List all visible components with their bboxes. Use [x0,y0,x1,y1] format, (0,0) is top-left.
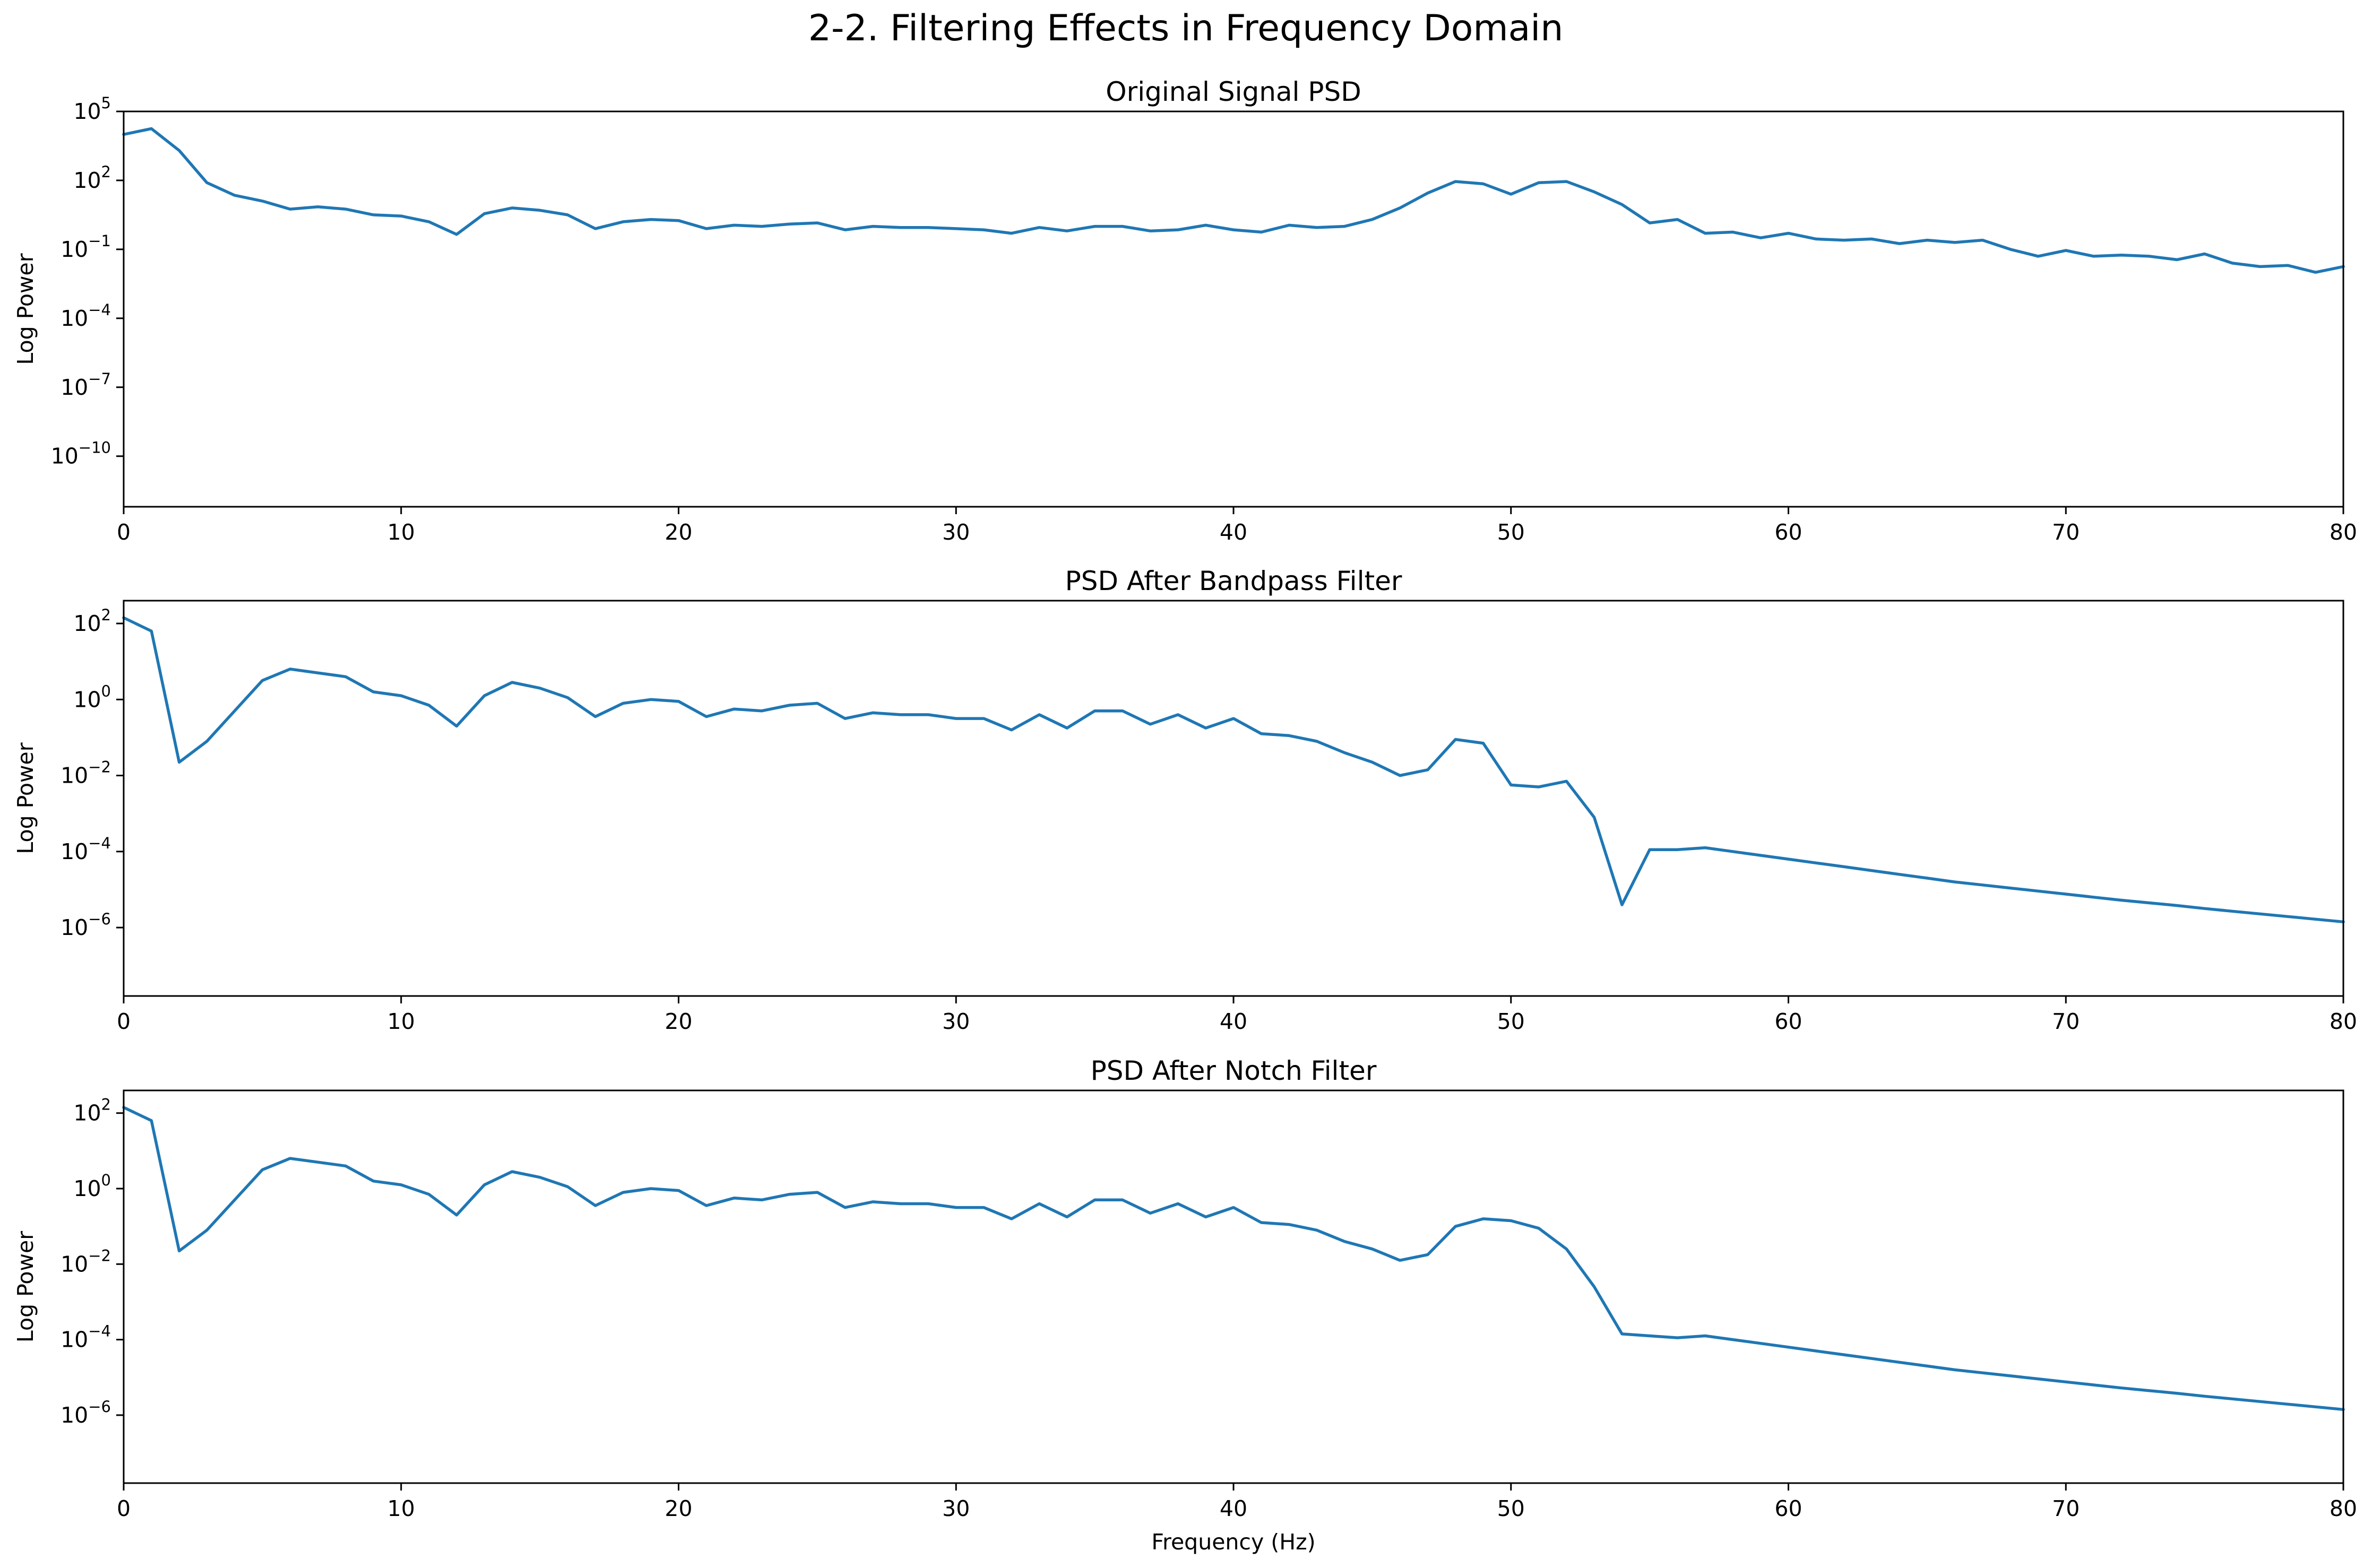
y-tick-label: 10−4 [61,1322,111,1353]
x-axis-label: Frequency (Hz) [1151,1529,1315,1555]
x-tick-label: 60 [1774,1009,1802,1034]
x-tick-label: 30 [942,1009,970,1034]
y-tick-label: 105 [73,94,111,124]
figure-title: 2-2. Filtering Effects in Frequency Doma… [808,7,1564,49]
x-tick-label: 20 [665,1496,692,1521]
x-tick-label: 0 [117,1496,131,1521]
axes-frame [123,110,2344,508]
x-tick-label: 10 [387,1009,415,1034]
axes-frame [123,1089,2344,1484]
y-tick-exponent: 2 [101,1096,111,1114]
subplot-3: PSD After Notch Filter Log Power Frequency… [13,1055,2357,1555]
x-tick-label: 40 [1220,1496,1247,1521]
x-tick-label: 30 [942,1496,970,1521]
y-tick-label: 100 [73,682,111,712]
y-axis-label: Log Power [13,742,38,854]
x-tick-label: 60 [1774,519,1802,545]
y-tick-exponent: 5 [101,94,111,112]
y-tick-label: 102 [73,1096,111,1126]
y-tick-label: 102 [73,606,111,636]
y-axis-label: Log Power [13,1231,38,1342]
y-tick-exponent: −7 [88,370,111,388]
subplot-title: PSD After Bandpass Filter [1065,566,1402,596]
y-tick-exponent: −6 [88,910,111,928]
y-tick-exponent: −4 [88,301,111,319]
x-tick-label: 70 [2052,1009,2080,1034]
y-tick-base: 10 [51,444,79,469]
y-tick-base: 10 [73,1101,101,1126]
x-tick-label: 40 [1220,519,1247,545]
y-tick-base: 10 [73,99,101,124]
psd-series-line [122,1106,2345,1411]
y-tick-exponent: 0 [101,1171,111,1189]
y-tick-base: 10 [61,1251,88,1277]
y-tick-base: 10 [73,1176,101,1201]
x-tick-label: 0 [117,519,131,545]
y-tick-base: 10 [61,1327,88,1353]
y-tick-exponent: 2 [101,606,111,624]
y-tick-label: 10−2 [61,1246,111,1277]
y-tick-base: 10 [73,168,101,193]
y-tick-base: 10 [61,839,88,864]
y-tick-base: 10 [73,611,101,636]
y-tick-exponent: −2 [88,758,111,776]
y-tick-label: 10−1 [61,232,111,262]
y-tick-label: 10−6 [61,910,111,940]
y-tick-label: 102 [73,163,111,193]
y-tick-base: 10 [61,237,88,262]
x-tick-label: 0 [117,1009,131,1034]
psd-series-line [122,127,2345,274]
psd-series-line [122,616,2345,924]
x-tick-label: 40 [1220,1009,1247,1034]
y-tick-exponent: −6 [88,1398,111,1416]
y-tick-base: 10 [61,306,88,331]
x-tick-label: 50 [1497,1009,1525,1034]
x-tick-label: 50 [1497,1496,1525,1521]
y-tick-label: 10−6 [61,1398,111,1428]
x-tick-label: 20 [665,519,692,545]
y-tick-exponent: 2 [101,163,111,181]
y-tick-label: 10−7 [61,370,111,400]
x-tick-label: 30 [942,519,970,545]
y-tick-exponent: −10 [79,439,111,457]
x-tick-label: 10 [387,1496,415,1521]
x-tick-label: 70 [2052,1496,2080,1521]
x-tick-label: 60 [1774,1496,1802,1521]
y-tick-exponent: −4 [88,1322,111,1340]
x-tick-label: 70 [2052,519,2080,545]
y-tick-base: 10 [73,687,101,712]
y-tick-exponent: 0 [101,682,111,700]
subplot-1: Original Signal PSD Log Power 0 10 20 30 40 50 6… [13,76,2357,545]
y-tick-label: 10−2 [61,758,111,789]
x-tick-label: 80 [2330,1009,2357,1034]
y-tick-label: 10−10 [51,439,111,469]
x-tick-label: 20 [665,1009,692,1034]
y-tick-base: 10 [61,1402,88,1428]
y-tick-label: 10−4 [61,834,111,864]
y-tick-base: 10 [61,375,88,400]
x-tick-label: 80 [2330,1496,2357,1521]
x-tick-label: 10 [387,519,415,545]
x-tick-label: 80 [2330,519,2357,545]
y-tick-label: 100 [73,1171,111,1201]
subplot-title: Original Signal PSD [1106,76,1361,107]
y-tick-exponent: −4 [88,834,111,852]
y-tick-exponent: −2 [88,1246,111,1264]
y-tick-exponent: −1 [88,232,111,250]
y-tick-base: 10 [61,915,88,940]
y-tick-label: 10−4 [61,301,111,331]
y-axis-label: Log Power [13,253,38,365]
y-tick-base: 10 [61,763,88,789]
subplot-title: PSD After Notch Filter [1091,1055,1377,1086]
x-tick-label: 50 [1497,519,1525,545]
axes-frame [123,600,2344,997]
